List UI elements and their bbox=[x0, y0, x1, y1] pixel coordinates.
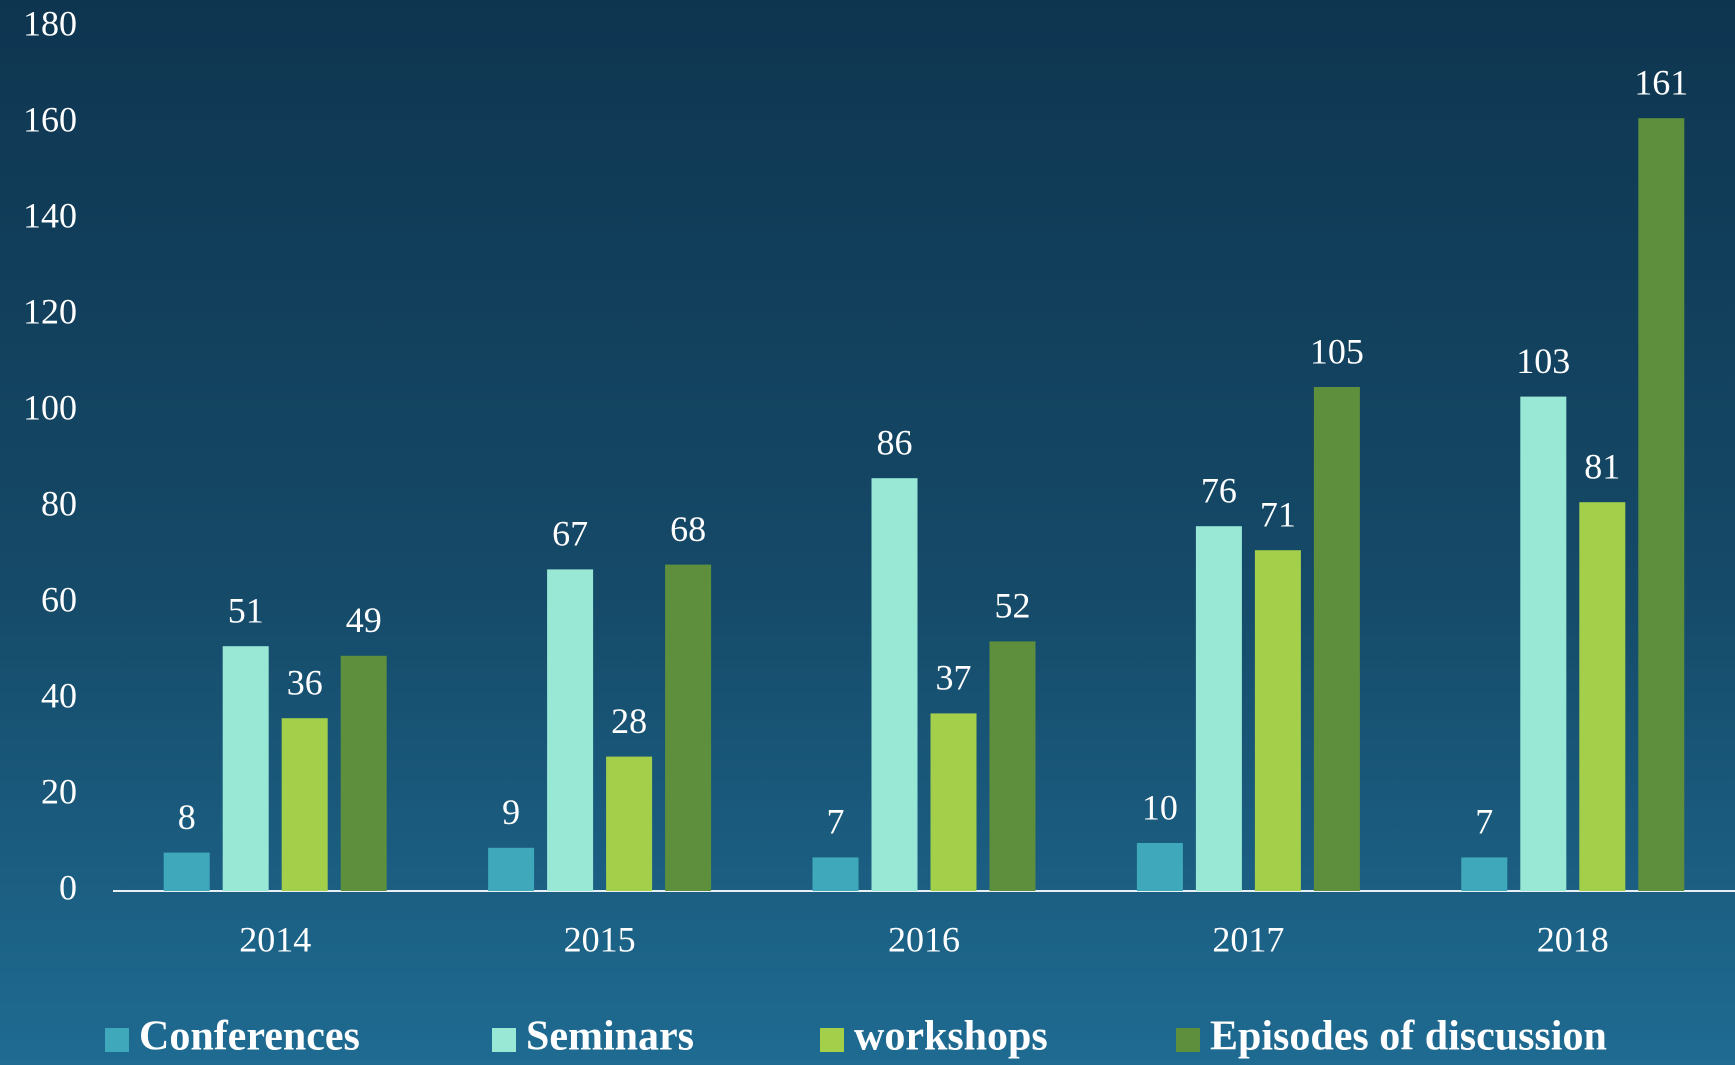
bar bbox=[1136, 843, 1183, 891]
x-tick-label: 2014 bbox=[239, 919, 311, 959]
value-label: 9 bbox=[502, 792, 520, 832]
value-label: 49 bbox=[346, 600, 382, 640]
value-label: 67 bbox=[552, 514, 588, 554]
bar bbox=[1195, 526, 1242, 891]
bar bbox=[163, 852, 210, 891]
bar bbox=[1520, 396, 1567, 891]
bar bbox=[1461, 857, 1508, 891]
value-label: 7 bbox=[1475, 802, 1493, 842]
bar bbox=[606, 756, 653, 891]
bar bbox=[871, 478, 918, 891]
value-label: 51 bbox=[228, 590, 264, 630]
bar bbox=[1254, 550, 1301, 891]
value-label: 103 bbox=[1516, 341, 1570, 381]
bar bbox=[1579, 502, 1626, 891]
bar bbox=[488, 847, 535, 891]
value-label: 86 bbox=[877, 422, 913, 462]
bar bbox=[1313, 387, 1360, 891]
bar bbox=[340, 655, 387, 891]
bar bbox=[665, 564, 712, 891]
x-tick-label: 2018 bbox=[1537, 919, 1609, 959]
bar bbox=[547, 569, 594, 891]
y-tick-label: 160 bbox=[23, 99, 77, 139]
value-label: 76 bbox=[1201, 470, 1237, 510]
y-tick-label: 100 bbox=[23, 387, 77, 427]
value-label: 71 bbox=[1260, 494, 1296, 534]
value-label: 68 bbox=[670, 509, 706, 549]
bar bbox=[222, 646, 269, 891]
legend-swatch bbox=[1176, 1028, 1200, 1052]
bar bbox=[281, 718, 328, 891]
value-label: 105 bbox=[1310, 331, 1364, 371]
y-tick-label: 80 bbox=[41, 483, 77, 523]
y-tick-label: 140 bbox=[23, 195, 77, 235]
bar bbox=[812, 857, 859, 891]
x-tick-label: 2015 bbox=[564, 919, 636, 959]
value-label: 8 bbox=[178, 797, 196, 837]
x-tick-label: 2016 bbox=[888, 919, 960, 959]
y-tick-label: 120 bbox=[23, 291, 77, 331]
y-tick-label: 20 bbox=[41, 771, 77, 811]
value-label: 52 bbox=[995, 586, 1031, 626]
value-label: 10 bbox=[1142, 787, 1178, 827]
legend-swatch bbox=[820, 1028, 844, 1052]
value-label: 28 bbox=[611, 701, 647, 741]
legend-label: Episodes of discussion bbox=[1210, 1014, 1607, 1060]
value-label: 7 bbox=[827, 802, 845, 842]
y-tick-label: 180 bbox=[23, 3, 77, 43]
y-tick-label: 60 bbox=[41, 579, 77, 619]
y-tick-label: 0 bbox=[59, 867, 77, 907]
value-label: 37 bbox=[936, 658, 972, 698]
x-tick-label: 2017 bbox=[1212, 919, 1284, 959]
legend-swatch bbox=[105, 1028, 129, 1052]
legend-swatch bbox=[492, 1028, 516, 1052]
legend-label: Conferences bbox=[139, 1014, 360, 1060]
bar bbox=[989, 641, 1036, 891]
y-tick-label: 40 bbox=[41, 675, 77, 715]
legend-label: Seminars bbox=[526, 1014, 694, 1060]
value-label: 81 bbox=[1584, 446, 1620, 486]
bar bbox=[930, 713, 977, 891]
value-label: 36 bbox=[287, 662, 323, 702]
bar bbox=[1638, 118, 1685, 891]
value-label: 161 bbox=[1634, 62, 1688, 102]
legend-label: workshops bbox=[854, 1014, 1048, 1060]
